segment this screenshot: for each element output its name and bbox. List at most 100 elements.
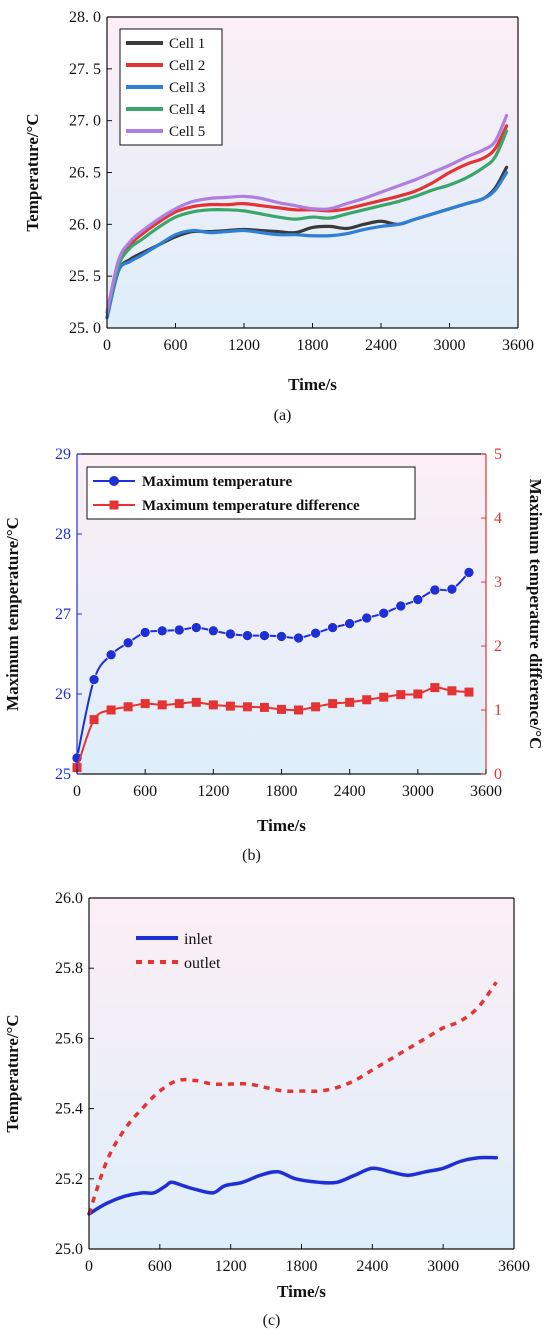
x-tick-label: 2400: [365, 337, 397, 354]
data-point-circle: [208, 625, 219, 637]
data-point-circle: [395, 600, 407, 612]
legend-label: Cell 1: [169, 36, 205, 52]
y-tick-label: 25: [55, 766, 71, 783]
y-tick-label: 26.0: [55, 890, 83, 907]
data-point-square: [174, 699, 184, 709]
data-point-circle: [88, 674, 100, 685]
x-tick-label: 3000: [434, 337, 466, 354]
x-tick-label: 1200: [197, 783, 229, 800]
y-axis-label: Temperature/°C: [3, 1014, 22, 1132]
legend-label: outlet: [184, 955, 221, 972]
y-right-tick-label: 5: [494, 446, 502, 463]
x-tick-label: 2400: [334, 783, 366, 800]
data-point-circle: [276, 631, 287, 642]
x-tick-label: 0: [85, 1258, 93, 1275]
y-tick-label: 25. 5: [69, 268, 101, 285]
series-line-cell-5: [105, 113, 509, 315]
legend-label: Cell 5: [169, 124, 205, 140]
x-tick-label: 600: [133, 783, 157, 800]
y-axis-label: Maximum temperature/°C: [3, 517, 22, 711]
legend-label: Cell 2: [169, 58, 205, 74]
data-point-square: [123, 702, 133, 712]
x-tick-label: 1200: [215, 1258, 247, 1275]
chart-panel-c: 0 600 1200 1800 2400 3000 3600 25.0 25.2 25.4 25.6…: [3, 890, 530, 1329]
data-point-square: [464, 687, 474, 697]
data-point-square: [208, 700, 218, 710]
legend-marker: [109, 476, 119, 486]
data-point-square: [328, 699, 338, 709]
y-tick-label: 26. 0: [69, 216, 101, 233]
x-tick-label: 0: [73, 783, 81, 800]
data-point-square: [106, 705, 116, 715]
data-point-circle: [242, 630, 253, 641]
data-point-square: [447, 686, 457, 696]
data-point-circle: [378, 607, 390, 619]
chart-panel-b: 0 600 1200 1800 2400 3000 3600 25 26 27 28 29 0 1 2 3 4 5…: [3, 446, 545, 864]
x-tick-label: 1800: [297, 337, 329, 354]
series-line-cell-2: [105, 124, 509, 315]
chart-panel-a: 0 600 1200 1800 2400 3000 3600 25. 0 25. 5 26. 0 2…: [23, 9, 534, 424]
panel-caption: (c): [263, 1312, 281, 1329]
data-point-circle: [327, 622, 338, 633]
series-line-cell-3: [105, 170, 509, 320]
y-tick-label: 27. 0: [69, 113, 101, 130]
panel-caption: (b): [242, 847, 261, 864]
x-axis-label: Time/s: [288, 375, 337, 394]
series-line-outlet: [87, 981, 498, 1215]
legend-label: Maximum temperature: [142, 474, 292, 490]
data-point-circle: [310, 627, 321, 639]
y-tick-label: 25.4: [55, 1101, 83, 1118]
data-point-circle: [344, 618, 355, 629]
legend-marker: [109, 500, 119, 510]
series-line-inlet: [87, 1155, 499, 1216]
data-point-square: [345, 697, 355, 707]
data-point-circle: [259, 630, 270, 641]
data-point-circle: [190, 622, 202, 633]
data-point-circle: [225, 628, 236, 640]
y-tick-label: 26: [55, 686, 71, 703]
y-tick-label: 25.2: [55, 1171, 83, 1188]
legend-box: [86, 466, 416, 520]
data-point-circle: [293, 632, 304, 644]
x-tick-label: 3600: [502, 337, 534, 354]
data-point-circle: [412, 594, 424, 605]
data-point-square: [277, 704, 286, 714]
legend-label: Maximum temperature difference: [142, 498, 360, 514]
data-point-square: [430, 683, 440, 693]
data-point-square: [294, 705, 304, 715]
data-point-square: [396, 690, 406, 700]
y-right-tick-label: 1: [494, 702, 502, 719]
x-tick-label: 600: [148, 1258, 172, 1275]
y-tick-label: 28. 0: [69, 9, 101, 26]
data-point-square: [259, 702, 269, 712]
data-point-circle: [122, 637, 134, 649]
data-point-circle: [139, 627, 151, 638]
x-tick-label: 1800: [286, 1258, 318, 1275]
data-point-circle: [105, 649, 117, 661]
data-point-square: [89, 715, 99, 725]
y-right-tick-label: 4: [494, 510, 502, 527]
y-tick-label: 25.8: [55, 960, 83, 977]
x-axis-label: Time/s: [257, 816, 306, 835]
data-point-circle: [156, 625, 168, 637]
x-tick-label: 3000: [427, 1258, 459, 1275]
y-tick-label: 28: [55, 526, 71, 543]
x-tick-label: 3600: [498, 1258, 530, 1275]
data-point-square: [140, 699, 150, 709]
data-point-circle: [173, 624, 185, 636]
y-tick-label: 25. 0: [69, 320, 101, 337]
data-point-square: [191, 697, 201, 707]
data-point-circle: [429, 584, 441, 596]
series-line-cell-4: [105, 129, 509, 315]
legend: Cell 1 Cell 2 Cell 3 Cell 4 Cell 5: [119, 28, 223, 146]
data-point-square: [242, 702, 252, 712]
x-axis-label: Time/s: [277, 1282, 326, 1301]
plot-background: [89, 898, 514, 1249]
legend: inlet outlet: [136, 931, 221, 972]
x-tick-label: 1200: [228, 337, 260, 354]
x-tick-label: 3000: [402, 783, 434, 800]
x-tick-label: 2400: [356, 1258, 388, 1275]
x-tick-label: 3600: [470, 783, 502, 800]
y-tick-label: 25.0: [55, 1241, 83, 1258]
